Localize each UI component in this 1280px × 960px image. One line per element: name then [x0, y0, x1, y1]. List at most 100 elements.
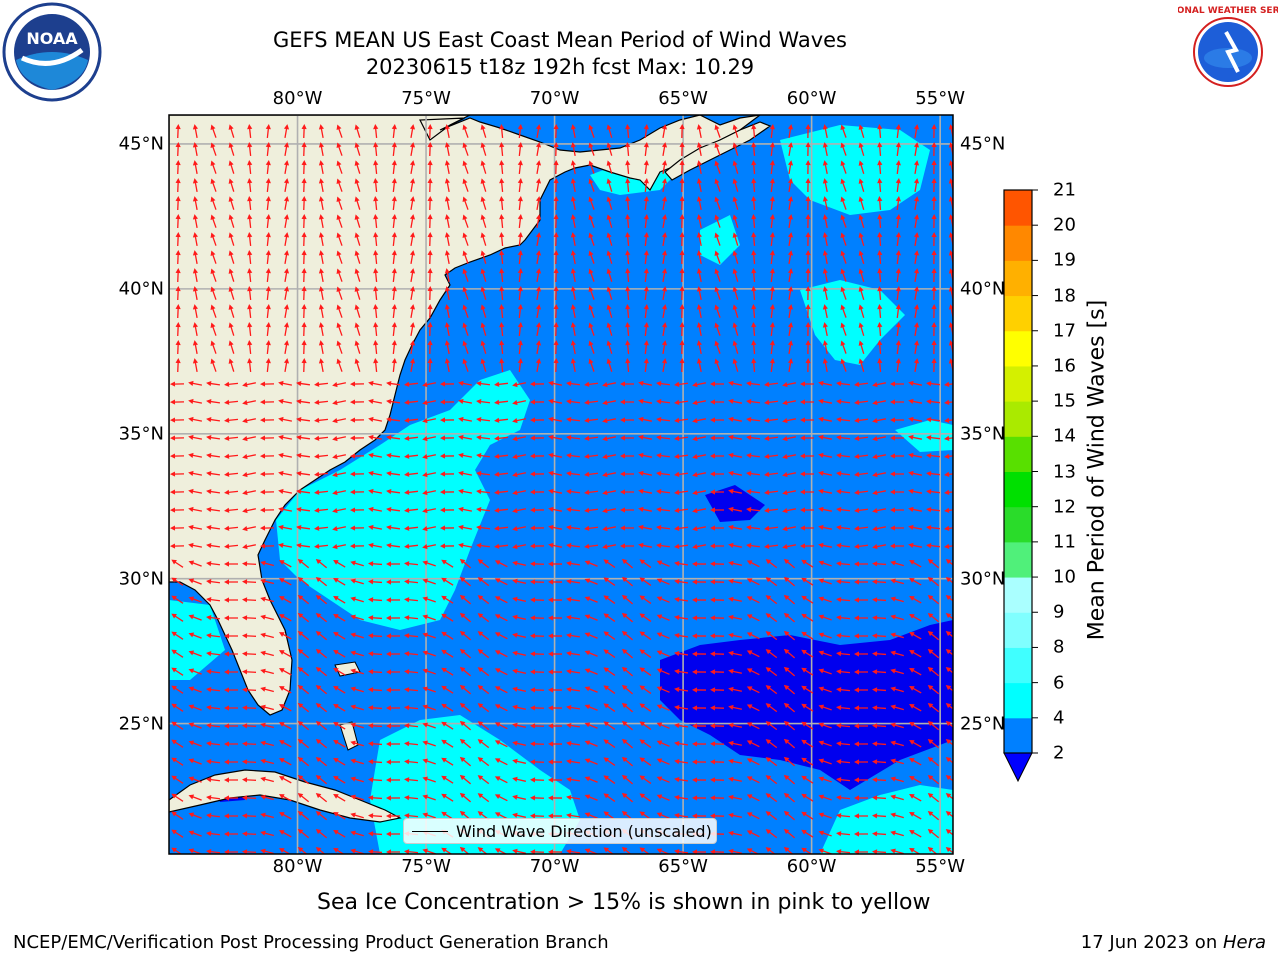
wave-direction-arrow — [746, 812, 760, 820]
wave-direction-arrow — [477, 757, 490, 767]
wave-direction-arrow — [188, 434, 203, 440]
wave-direction-arrow — [890, 704, 904, 711]
wave-direction-arrow — [517, 232, 523, 247]
wave-direction-arrow — [404, 741, 419, 747]
wave-direction-arrow — [805, 340, 811, 355]
wave-direction-arrow — [228, 214, 235, 228]
wave-direction-arrow — [499, 160, 505, 175]
wave-direction-arrow — [931, 178, 937, 193]
wave-direction-arrow — [175, 358, 181, 373]
wave-direction-arrow — [368, 452, 383, 458]
wave-direction-arrow — [877, 268, 883, 283]
wave-direction-arrow — [368, 795, 383, 801]
wave-direction-arrow — [692, 508, 707, 514]
wave-direction-arrow — [260, 668, 274, 675]
wave-direction-arrow — [440, 381, 455, 387]
wave-direction-arrow — [548, 579, 563, 585]
wave-direction-arrow — [606, 178, 613, 192]
wave-direction-arrow — [354, 322, 361, 336]
wave-direction-arrow — [769, 268, 775, 283]
wave-direction-arrow — [625, 178, 631, 193]
wave-direction-arrow — [692, 741, 707, 747]
wave-direction-arrow — [801, 757, 814, 766]
wave-direction-arrow — [422, 776, 436, 783]
wave-direction-arrow — [584, 704, 598, 711]
wave-direction-arrow — [373, 160, 379, 175]
wave-direction-arrow — [732, 250, 739, 264]
wave-direction-arrow — [714, 304, 721, 318]
wave-direction-arrow — [858, 232, 865, 246]
lon-label-bot: 75°W — [401, 856, 451, 877]
wave-direction-arrow — [818, 794, 832, 801]
wave-direction-arrow — [931, 214, 937, 229]
wave-direction-arrow — [548, 452, 563, 458]
wave-direction-arrow — [805, 250, 811, 265]
wave-direction-arrow — [315, 612, 328, 623]
wave-direction-arrow — [570, 178, 576, 193]
wave-direction-arrow — [480, 268, 487, 282]
wave-direction-arrow — [602, 400, 617, 406]
wave-direction-arrow — [391, 268, 397, 283]
wave-direction-arrow — [265, 286, 271, 301]
wave-direction-arrow — [441, 613, 454, 622]
wave-direction-arrow — [548, 597, 563, 603]
wave-direction-arrow — [927, 558, 940, 569]
wave-direction-arrow — [314, 399, 329, 405]
wave-direction-arrow — [638, 506, 653, 512]
wave-direction-arrow — [674, 722, 689, 729]
wave-direction-arrow — [548, 615, 563, 621]
wave-direction-arrow — [732, 178, 739, 192]
wave-direction-arrow — [909, 776, 922, 784]
wave-direction-arrow — [728, 452, 743, 458]
wave-direction-arrow — [535, 250, 542, 265]
wave-direction-arrow — [350, 453, 365, 459]
wave-direction-arrow — [278, 650, 292, 658]
wave-direction-arrow — [710, 741, 725, 747]
wave-direction-arrow — [805, 232, 811, 247]
wave-direction-arrow — [301, 286, 307, 301]
map-frame — [168, 114, 954, 855]
wave-direction-arrow — [927, 720, 940, 731]
wave-direction-arrow — [332, 400, 347, 406]
wave-direction-arrow — [787, 268, 794, 283]
wave-direction-arrow — [621, 558, 634, 569]
wave-direction-arrow — [818, 560, 832, 567]
wave-direction-arrow — [656, 471, 671, 477]
wave-direction-arrow — [422, 704, 436, 711]
wave-direction-arrow — [336, 214, 343, 228]
wave-direction-arrow — [278, 398, 293, 404]
wave-direction-arrow — [606, 124, 613, 138]
wave-direction-arrow — [368, 759, 383, 765]
wave-direction-arrow — [656, 686, 670, 693]
wave-direction-arrow — [692, 615, 707, 621]
wave-direction-arrow — [175, 124, 181, 139]
wave-direction-arrow — [530, 705, 545, 711]
wave-direction-arrow — [606, 304, 613, 318]
wave-direction-arrow — [350, 668, 364, 675]
wave-direction-arrow — [679, 232, 685, 247]
colorbar-segment — [1004, 190, 1032, 226]
wave-direction-arrow — [890, 812, 904, 819]
map-legend: Wind Wave Direction (unscaled) — [403, 818, 717, 844]
lat-label-right: 25°N — [960, 713, 1006, 735]
wave-direction-arrow — [570, 358, 576, 373]
lat-label-left: 45°N — [118, 133, 164, 155]
wave-direction-arrow — [427, 196, 433, 211]
wave-direction-arrow — [368, 524, 383, 530]
wave-direction-arrow — [621, 702, 634, 713]
nws-logo-icon: NATIONAL WEATHER SERVICE — [1178, 4, 1278, 100]
footer-host: Hera — [1222, 932, 1266, 953]
wave-direction-arrow — [297, 793, 310, 803]
wave-direction-arrow — [746, 650, 760, 658]
wave-direction-arrow — [854, 831, 869, 837]
wave-direction-arrow — [206, 741, 221, 747]
wave-direction-arrow — [296, 507, 311, 513]
wave-direction-arrow — [638, 398, 653, 404]
wave-direction-arrow — [318, 214, 324, 229]
footer-credit: NCEP/EMC/Verification Post Processing Pr… — [13, 932, 609, 953]
wave-direction-arrow — [265, 358, 271, 373]
wave-direction-arrow — [643, 142, 649, 157]
wave-direction-arrow — [301, 142, 307, 157]
wave-direction-arrow — [494, 399, 509, 405]
wave-direction-arrow — [696, 178, 702, 193]
